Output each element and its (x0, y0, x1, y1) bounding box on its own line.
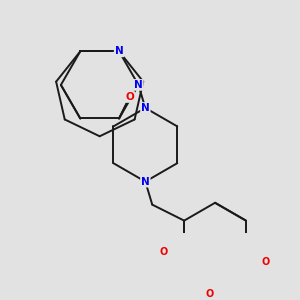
Text: O: O (160, 247, 168, 257)
Text: N: N (134, 80, 143, 90)
Text: N: N (141, 177, 150, 187)
Text: O: O (125, 92, 134, 102)
Text: N: N (115, 46, 123, 56)
Text: O: O (262, 257, 270, 267)
Text: N: N (141, 103, 150, 113)
Text: O: O (205, 289, 213, 299)
